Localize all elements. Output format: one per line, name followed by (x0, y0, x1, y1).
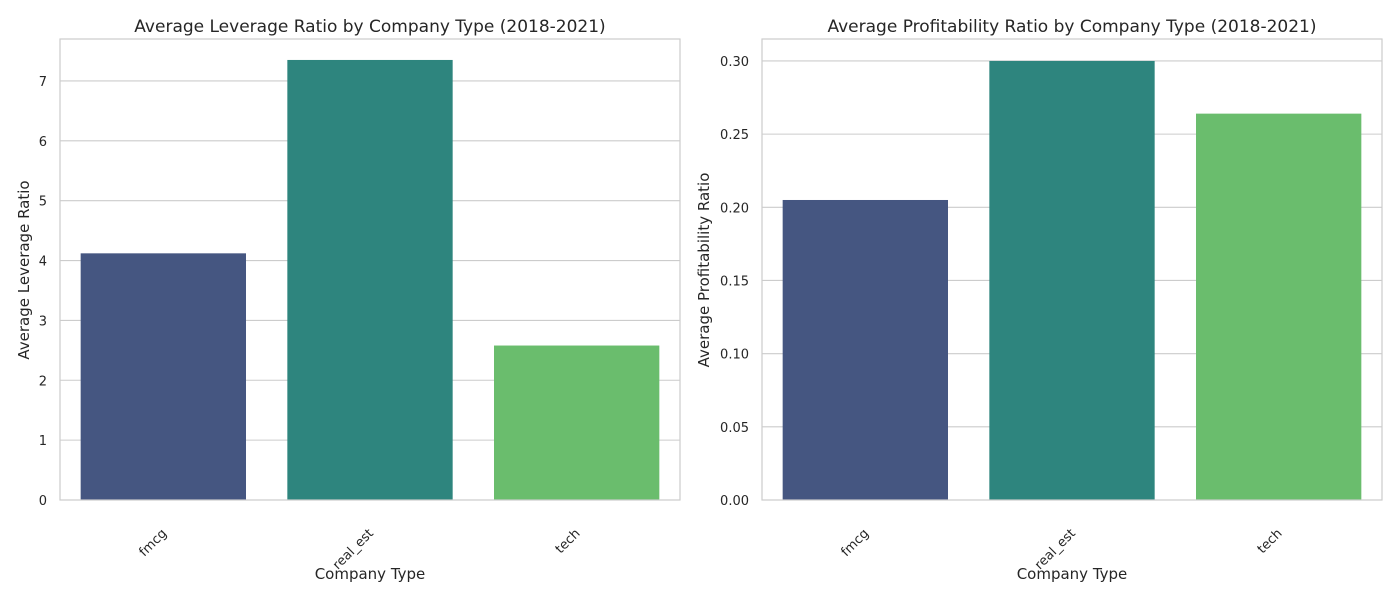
leverage-y-tick-label: 6 (39, 135, 47, 150)
leverage-x-axis-label: Company Type (315, 565, 426, 583)
profitability-y-axis-label: Average Profitability Ratio (695, 173, 713, 368)
profitability-bar-fmcg (782, 199, 948, 500)
leverage-chart-title: Average Leverage Ratio by Company Type (… (134, 17, 605, 37)
leverage-bars (80, 59, 660, 501)
leverage-bar-fmcg (80, 253, 247, 500)
leverage-y-tick-label: 0 (39, 494, 47, 509)
profitability-y-tick-label: 0.15 (720, 274, 749, 289)
leverage-y-tick-label: 1 (39, 434, 47, 449)
profitability-x-tick-label: fmcg (838, 526, 872, 560)
leverage-plot-frame (59, 38, 681, 501)
profitability-bar-tech (1196, 113, 1362, 500)
profitability-y-tick-label: 0.00 (720, 494, 749, 509)
leverage-x-tick-label: fmcg (136, 526, 170, 560)
profitability-chart: 0.000.050.100.150.200.250.30 fmcg real_es… (695, 17, 1383, 583)
profitability-y-tick-label: 0.25 (720, 128, 749, 143)
leverage-y-tick-label: 3 (39, 314, 47, 329)
leverage-bar-tech (494, 345, 660, 500)
leverage-y-tick-labels: 0 1 2 3 4 5 6 7 (39, 75, 47, 509)
leverage-y-axis-label: Average Leverage Ratio (15, 180, 33, 359)
leverage-x-tick-label: tech (553, 526, 584, 557)
leverage-y-tick-label: 5 (39, 195, 47, 210)
leverage-y-tick-label: 7 (39, 75, 47, 90)
profitability-bar-real-est (989, 60, 1155, 500)
leverage-y-tick-label: 2 (39, 374, 47, 389)
profitability-bars (782, 60, 1362, 500)
profitability-plot-frame (761, 38, 1383, 501)
profitability-x-axis-label: Company Type (1017, 565, 1128, 583)
profitability-y-tick-label: 0.30 (720, 55, 749, 70)
profitability-x-tick-label: tech (1255, 526, 1286, 557)
profitability-y-tick-label: 0.20 (720, 201, 749, 216)
profitability-chart-title: Average Profitability Ratio by Company T… (827, 17, 1316, 37)
leverage-bar-real-est (287, 59, 453, 501)
profitability-y-tick-label: 0.10 (720, 348, 749, 363)
profitability-y-tick-label: 0.05 (720, 421, 749, 436)
profitability-y-tick-labels: 0.00 0.05 0.10 0.15 0.20 0.25 0.30 (720, 55, 749, 509)
leverage-y-tick-label: 4 (39, 255, 47, 270)
